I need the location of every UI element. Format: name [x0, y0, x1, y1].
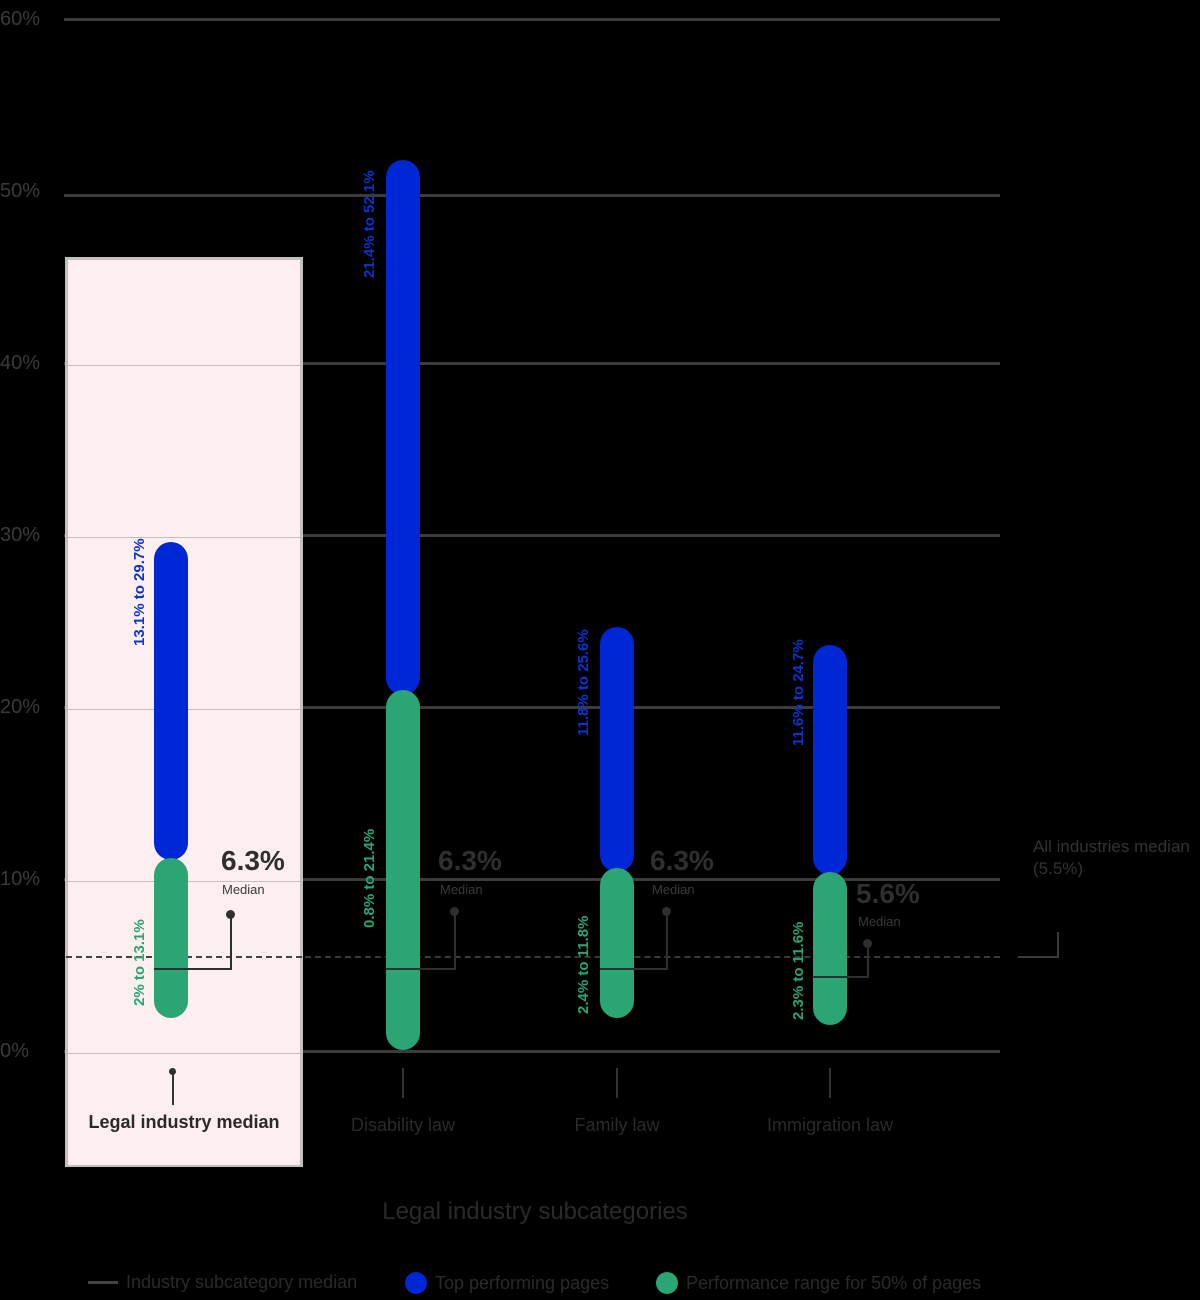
all-industries-median-label: All industries median (5.5%) [1033, 836, 1190, 880]
median-value-legal: 6.3% [221, 845, 285, 876]
median-connector-family [666, 912, 668, 970]
legend-item-top: Top performing pages [405, 1272, 609, 1294]
median-caption-immigration: Median [858, 914, 901, 929]
panel-gridline-30 [68, 537, 300, 538]
legend-item-median: Industry subcategory median [88, 1272, 357, 1293]
y-tick-50: 50% [0, 180, 41, 202]
all-industries-connector-v [1057, 932, 1059, 958]
all-industries-median-line [305, 956, 1000, 958]
y-tick-40: 40% [0, 352, 41, 374]
gridline-10 [64, 878, 1000, 881]
category-label-immigration: Immigration law [766, 1115, 894, 1135]
y-tick-60: 60% [0, 8, 41, 30]
legend-item-range: Performance range for 50% of pages [656, 1272, 981, 1294]
median-line-legal [154, 968, 232, 970]
gridline-30 [64, 534, 1000, 537]
median-caption-legal: Median [222, 882, 265, 897]
median-dot-immigration [863, 939, 872, 948]
panel-label-tick [172, 1071, 174, 1105]
bar-top-performing-legal [154, 542, 188, 860]
range-label-top-legal: 13.1% to 29.7% [131, 538, 148, 646]
median-dot-legal [226, 910, 235, 919]
median-line-immigration [813, 976, 869, 978]
range-label-top-immigration: 11.6% to 24.7% [790, 639, 807, 746]
median-caption-disability: Median [440, 882, 483, 897]
gridline-50 [64, 194, 1000, 197]
median-line-disability [386, 968, 456, 970]
category-tick-disability [402, 1068, 404, 1098]
median-connector-immigration [867, 944, 869, 978]
median-connector-legal [230, 915, 232, 970]
category-tick-family [616, 1068, 618, 1098]
median-dot-disability [450, 907, 459, 916]
median-dot-family [662, 907, 671, 916]
bar-range-family [600, 868, 634, 1018]
range-label-bottom-disability: 0.8% to 21.4% [361, 828, 378, 928]
bar-top-performing-family [600, 627, 634, 872]
range-label-bottom-family: 2.4% to 11.8% [575, 915, 592, 1014]
x-axis-title: Legal industry subcategories [382, 1198, 688, 1225]
panel-gridline-40 [68, 365, 300, 366]
bar-top-performing-disability [386, 160, 420, 695]
median-value-family: 6.3% [650, 845, 714, 876]
bar-range-legal [154, 858, 188, 1018]
legend-range-label: Performance range for 50% of pages [686, 1272, 982, 1293]
median-value-disability: 6.3% [438, 845, 502, 876]
median-line-family [600, 968, 668, 970]
panel-label-dot [169, 1068, 176, 1075]
legend-top-label: Top performing pages [435, 1272, 610, 1293]
category-label-family: Family law [574, 1115, 660, 1135]
category-label-disability: Disability law [350, 1115, 456, 1135]
legend-median-line-icon [88, 1281, 118, 1284]
y-tick-0: 0% [0, 1040, 29, 1062]
legend-green-dot-icon [656, 1272, 678, 1294]
all-industries-label-line2: (5.5%) [1033, 859, 1084, 878]
legend-blue-dot-icon [405, 1272, 427, 1294]
all-industries-connector-h [1018, 956, 1058, 958]
range-label-top-family: 11.8% to 25.6% [575, 629, 592, 736]
y-tick-10: 10% [0, 868, 41, 890]
y-tick-30: 30% [0, 524, 41, 546]
range-label-bottom-legal: 2% to 13.1% [131, 919, 148, 1006]
gridline-0 [64, 1050, 1000, 1053]
range-label-bottom-immigration: 2.3% to 11.6% [790, 921, 807, 1020]
legend-median-label: Industry subcategory median [126, 1272, 358, 1292]
panel-gridline-0 [68, 1053, 300, 1054]
bar-range-immigration [813, 872, 847, 1025]
bar-range-disability [386, 690, 420, 1050]
bar-top-performing-immigration [813, 645, 847, 875]
range-label-top-disability: 21.4% to 52.1% [361, 170, 378, 278]
gridline-40 [64, 362, 1000, 365]
median-caption-family: Median [652, 882, 695, 897]
gridline-60 [64, 18, 1000, 21]
panel-label: Legal industry median [88, 1112, 280, 1132]
category-tick-immigration [829, 1068, 831, 1098]
median-value-immigration: 5.6% [856, 878, 920, 909]
median-connector-disability [454, 912, 456, 970]
gridline-20 [64, 706, 1000, 709]
y-tick-20: 20% [0, 696, 41, 718]
all-industries-label-line1: All industries median [1033, 837, 1190, 856]
